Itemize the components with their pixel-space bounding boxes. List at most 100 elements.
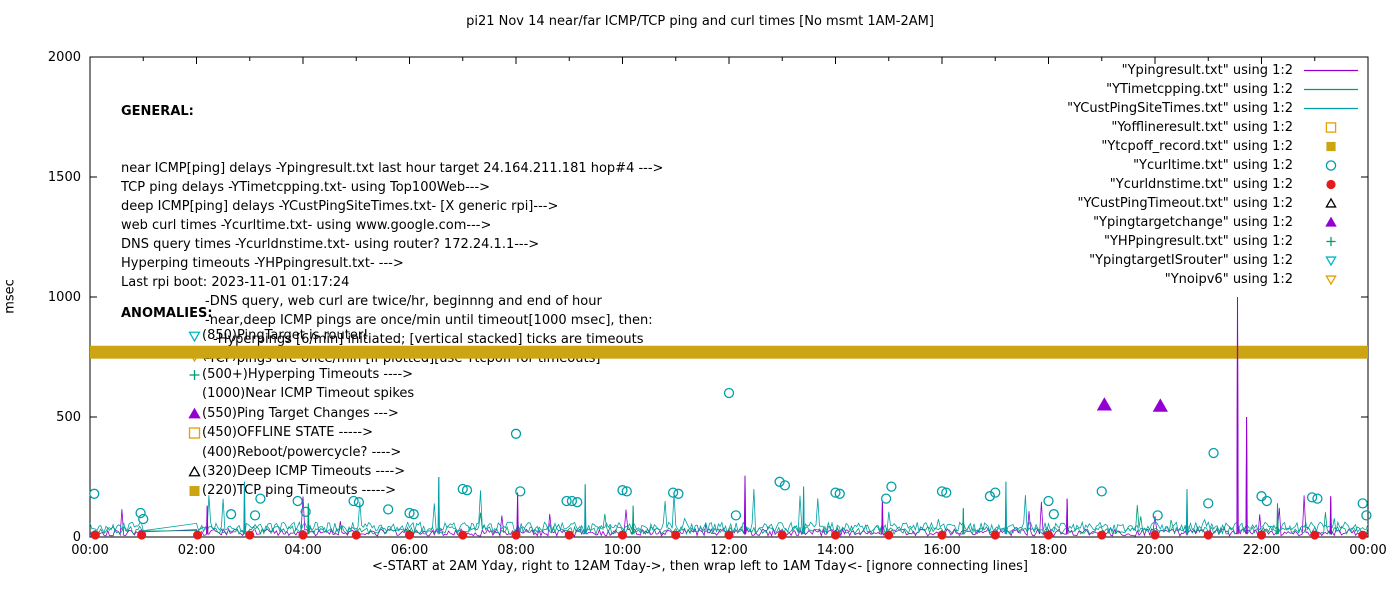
dns-time-point [937,530,947,540]
curl-time-point [461,485,473,496]
y-tick-label: 500 [56,410,81,425]
dns-time-point [405,530,414,540]
anomaly-text: (1000)Near ICMP Timeout spikes [202,386,415,402]
curl-time-point [249,510,261,521]
curl-time-point [617,485,628,496]
curl-time-point [774,476,785,487]
x-tick-label: 00:00 [1349,543,1386,558]
y-tick-label: 2000 [48,50,81,65]
plus-sample [1326,236,1336,247]
dns-time-point [671,530,681,540]
anomalies-notes: ANOMALIES: (850)PingTarget is router! (73… [121,306,414,501]
anomaly-text: (450)OFFLINE STATE -----> [202,425,373,441]
timeout-spike [1276,503,1279,535]
legend-label: "YCustPingTimeout.txt" using 1:2 [1077,196,1293,211]
legend-label: "Yofflineresult.txt" using 1:2 [1111,120,1293,135]
timeout-spike [1185,488,1189,535]
legend-row: "YTimetcpping.txt" using 1:2 [1067,80,1360,99]
general-line: TCP ping delays -YTimetcpping.txt- using… [121,180,491,195]
tri-down-open-sample [1325,275,1337,286]
curl-time-point [936,486,948,497]
y-tick-label: 1000 [48,290,81,305]
x-axis-label: <-START at 2AM Yday, right to 12AM Tday-… [372,559,1028,574]
anomalies-heading: ANOMALIES: [121,306,213,321]
dns-time-point [884,530,894,540]
legend-row: "YpingtargetISrouter" using 1:2 [1067,251,1360,270]
legend-row: "YCustPingTimeout.txt" using 1:2 [1067,194,1360,213]
timeout-spike [802,486,805,535]
x-tick-label: 08:00 [497,543,534,558]
x-tick-label: 20:00 [1136,543,1173,558]
curl-time-point [1357,498,1368,509]
legend-label: "YTimetcpping.txt" using 1:2 [1106,82,1293,97]
legend-label: "Ycurltime.txt" using 1:2 [1133,158,1293,173]
timeout-spike [1004,481,1007,535]
x-tick-label: 02:00 [178,543,215,558]
tri-down-open-icon [188,351,201,362]
anomaly-row: (550)Ping Target Changes ---> [121,404,414,423]
general-line: near ICMP[ping] delays -Ypingresult.txt … [121,161,664,176]
anomaly-row: (450)OFFLINE STATE -----> [121,423,414,442]
curl-time-point [457,483,468,495]
tri-up-open-icon [1325,197,1337,208]
legend-row: "YCustPingSiteTimes.txt" using 1:2 [1067,99,1360,118]
general-line: web curl times -Ycurltime.txt- using www… [121,218,492,233]
tri-up-filled-icon [188,407,201,419]
anomaly-text: (550)Ping Target Changes ---> [202,405,399,421]
legend-row: "Ycurldnstime.txt" using 1:2 [1067,175,1360,194]
curl-time-point [138,513,149,525]
dns-time-point [458,530,468,540]
anomaly-row: (735) [121,345,414,364]
anomaly-row: (500+)Hyperping Timeouts ----> [121,365,414,384]
dns-time-point [137,530,147,540]
general-line: Hyperping timeouts -YHPpingresult.txt- -… [121,256,404,271]
legend-row: "Yofflineresult.txt" using 1:2 [1067,118,1360,137]
curl-time-point [1152,510,1163,521]
line-sample [1304,88,1358,91]
curl-time-point [1048,509,1059,520]
ping-target-change-point [1096,397,1113,411]
x-tick-label: 12:00 [710,543,747,558]
curl-time-point [1208,447,1219,459]
curl-time-point [1261,495,1272,507]
square-filled-icon [1326,141,1336,152]
curl-time-point [723,387,735,399]
anomaly-rows: (850)PingTarget is router! (735) (500+)Hyp… [121,326,414,501]
tri-down-open-icon [1325,275,1337,286]
curl-time-point [1306,492,1318,503]
curl-time-point [1203,498,1214,509]
anomaly-row: (320)Deep ICMP Timeouts ----> [121,462,414,481]
dns-time-point [1097,530,1107,540]
curl-time-point [1043,495,1054,507]
timeout-spike [437,476,440,535]
timeout-spike [584,484,587,535]
timeout-spike [743,475,747,535]
general-line: deep ICMP[ping] delays -YCustPingSiteTim… [121,199,559,214]
dns-time-point [564,530,574,540]
dns-time-point [1150,530,1160,540]
timeout-spike [962,508,965,535]
y-tick-label: 1500 [48,170,81,185]
plus-icon [189,369,200,380]
timeout-spike [881,500,884,535]
curl-time-point [621,486,632,497]
curl-time-point [886,481,897,492]
dns-time-point [1044,530,1053,540]
timeout-spike [632,505,635,535]
legend-row: "Ypingtargetchange" using 1:2 [1067,213,1360,232]
square-open-icon [1325,122,1337,133]
dns-time-point [511,530,521,540]
square-filled-icon [189,486,200,497]
curl-time-point [300,506,311,517]
circle-open-sample [1325,160,1337,171]
legend-row: "Ynoipv6" using 1:2 [1067,270,1360,289]
curl-time-point [667,487,679,498]
legend-label: "Ypingtargetchange" using 1:2 [1093,215,1293,230]
curl-time-point [383,504,394,515]
tri-up-filled-icon [188,407,201,419]
timeout-spike [516,492,519,535]
ping-target-change-point [1152,398,1168,412]
dns-time-point [618,530,627,540]
dns-time-point [90,530,100,540]
tri-down-open-icon [188,331,201,343]
